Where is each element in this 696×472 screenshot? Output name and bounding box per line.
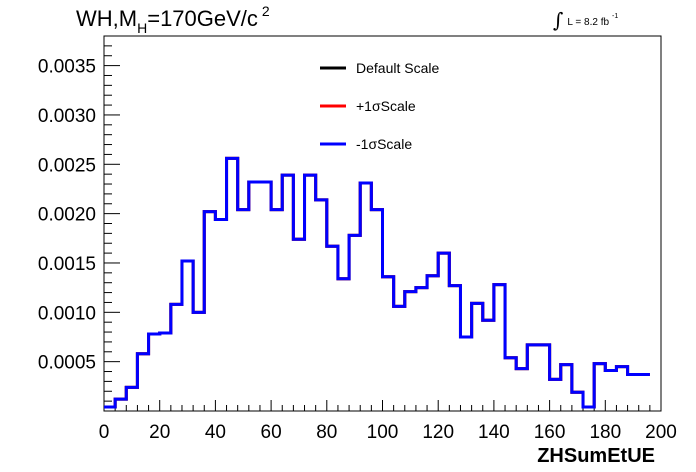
x-tick-label: 200	[645, 422, 677, 443]
x-tick-label: 80	[316, 422, 337, 443]
x-tick-label: 140	[478, 422, 510, 443]
x-tick-label: 180	[589, 422, 621, 443]
chart-title-rest: =170GeV/c	[147, 6, 258, 31]
y-tick-label: 0.0010	[38, 303, 96, 324]
x-tick-label: 40	[205, 422, 226, 443]
series-line-default-scale	[104, 156, 650, 409]
y-tick-label: 0.0005	[38, 353, 96, 374]
legend: Default Scale +1σScale -1σScale	[320, 60, 439, 152]
chart-title-subscript: H	[137, 20, 148, 36]
x-tick-label: 60	[261, 422, 282, 443]
series-line--1-scale	[104, 156, 650, 409]
y-tick-label: 0.0025	[38, 155, 96, 176]
x-axis: 0 20 40 60 80 100 120 140 160 180 200	[99, 400, 677, 443]
y-tick-label: 0.0030	[38, 106, 96, 127]
luminosity-superscript: -1	[612, 13, 619, 20]
luminosity-text: L = 8.2 fb	[567, 17, 610, 28]
luminosity-label: ∫ L = 8.2 fb-1	[553, 6, 619, 32]
series-line--1-scale	[104, 156, 650, 409]
x-tick-label: 20	[149, 422, 170, 443]
y-tick-label: 0.0015	[38, 254, 96, 275]
x-axis-title: ZHSumEtUE	[537, 445, 655, 467]
series-layer	[104, 156, 650, 409]
chart-title-main: WH,M	[76, 6, 138, 31]
x-tick-label: 120	[422, 422, 454, 443]
y-axis: 0.0005 0.0010 0.0015 0.0020 0.0025 0.0030 0.00…	[38, 35, 120, 412]
chart-title: WH,MH=170GeV/c 2	[76, 3, 270, 36]
y-tick-label: 0.0020	[38, 205, 96, 226]
x-tick-label: 160	[534, 422, 566, 443]
x-tick-label: 0	[99, 422, 110, 443]
x-tick-label: 100	[367, 422, 399, 443]
legend-label: -1σScale	[356, 136, 412, 152]
legend-label: +1σScale	[356, 98, 416, 114]
y-tick-label: 0.0035	[38, 57, 96, 78]
legend-label: Default Scale	[356, 60, 439, 76]
chart-title-superscript: 2	[261, 3, 270, 19]
integral-icon: ∫	[553, 8, 564, 32]
